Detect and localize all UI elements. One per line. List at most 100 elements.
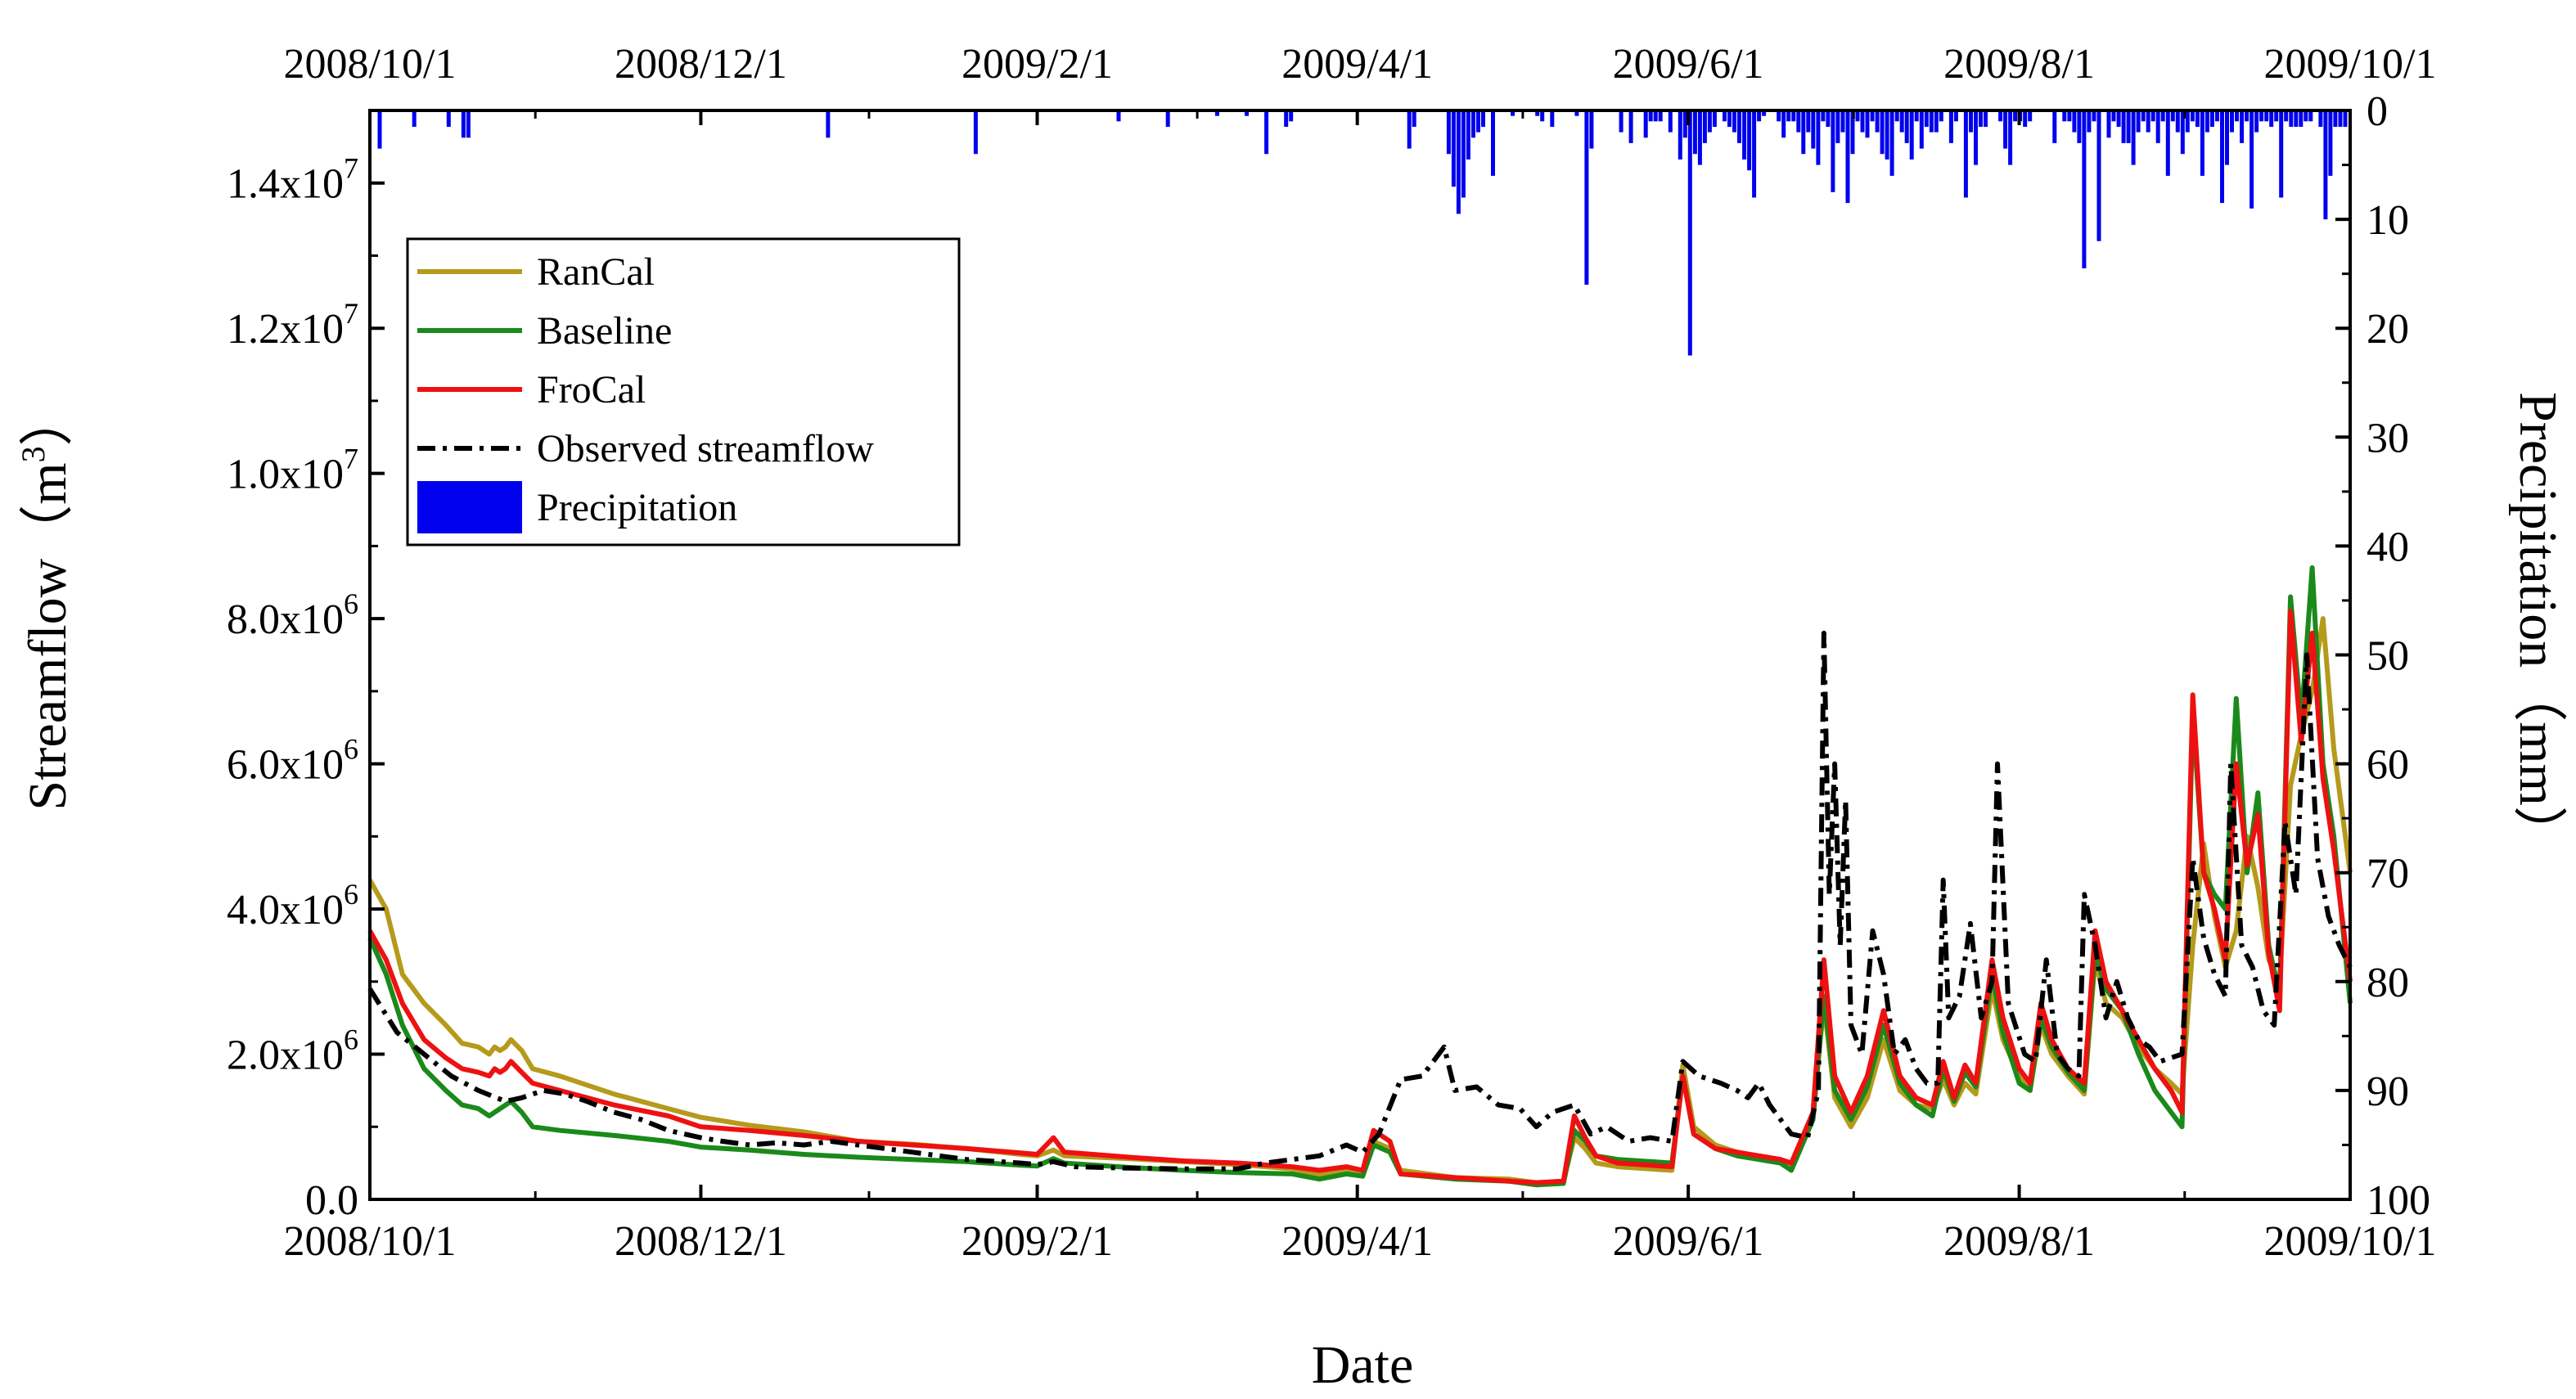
legend-label: RanCal bbox=[537, 250, 655, 294]
precipitation-bar bbox=[1682, 110, 1687, 138]
y-left-tick-label: 4.0x106 bbox=[227, 878, 358, 933]
precipitation-bar bbox=[1777, 110, 1781, 122]
precipitation-bar bbox=[446, 110, 451, 127]
y-left-tick-label: 6.0x106 bbox=[227, 733, 358, 789]
x-tick-label-top: 2009/8/1 bbox=[1943, 41, 2095, 88]
precipitation-bar bbox=[1643, 110, 1648, 138]
legend-swatch-precipitation bbox=[417, 481, 522, 533]
precipitation-bar bbox=[1284, 110, 1289, 127]
precipitation-bar bbox=[1860, 110, 1865, 133]
precipitation-bar bbox=[1214, 110, 1219, 116]
precipitation-bar bbox=[1969, 110, 1973, 133]
x-tick-label-bottom: 2009/10/1 bbox=[2264, 1218, 2437, 1265]
precipitation-bar bbox=[1948, 110, 1953, 143]
precipitation-bar bbox=[1855, 110, 1860, 122]
precipitation-bar bbox=[1511, 110, 1515, 116]
precipitation-bar bbox=[1924, 110, 1929, 127]
precipitation-bar bbox=[1540, 110, 1545, 122]
y-left-tick-label: 8.0x106 bbox=[227, 587, 358, 643]
precipitation-bar bbox=[1894, 110, 1899, 122]
legend: RanCal Baseline FroCal Observed streamflow P… bbox=[406, 237, 961, 547]
y-left-axis-title-superscript: 3 bbox=[15, 446, 52, 462]
precipitation-bar bbox=[2146, 110, 2150, 133]
precipitation-bar bbox=[1939, 110, 1943, 122]
precipitation-bar bbox=[2190, 110, 2195, 122]
precipitation-bar bbox=[461, 110, 466, 138]
precipitation-bar bbox=[1762, 110, 1767, 116]
x-tick-label-top: 2008/12/1 bbox=[615, 41, 787, 88]
precipitation-bar bbox=[1407, 110, 1412, 149]
precipitation-bar bbox=[1678, 110, 1682, 160]
axes: 2008/10/12008/10/12008/12/12008/12/12009… bbox=[227, 41, 2436, 1265]
precipitation-bar bbox=[1786, 110, 1791, 122]
y-right-tick-label: 70 bbox=[2367, 851, 2409, 897]
y-right-tick-label: 40 bbox=[2367, 524, 2409, 570]
precipitation-bar bbox=[2082, 110, 2087, 268]
series-line-rancal bbox=[367, 616, 2353, 1185]
precipitation-bar bbox=[2175, 110, 2180, 133]
precipitation-bar bbox=[1998, 110, 2003, 122]
precipitation-bar bbox=[1697, 110, 1702, 165]
precipitation-bar bbox=[1584, 110, 1589, 285]
precipitation-bar bbox=[1648, 110, 1653, 122]
precipitation-bar bbox=[1619, 110, 1624, 133]
x-tick-label-bottom: 2008/10/1 bbox=[284, 1218, 457, 1265]
precipitation-bar bbox=[2116, 110, 2121, 127]
precipitation-bar bbox=[2200, 110, 2204, 176]
precipitation-bar bbox=[2023, 110, 2028, 127]
precipitation-bar bbox=[2160, 110, 2165, 122]
precipitation-bar bbox=[2333, 110, 2338, 127]
precipitation-bar bbox=[2308, 110, 2313, 122]
precipitation-bar bbox=[1816, 110, 1821, 165]
precipitation-bar bbox=[2185, 110, 2190, 133]
precipitation-bar bbox=[1456, 110, 1461, 214]
precipitation-bar bbox=[1850, 110, 1855, 155]
precipitation-bar bbox=[1914, 110, 1919, 122]
precipitation-bar bbox=[1781, 110, 1786, 138]
precipitation-bar bbox=[1747, 110, 1752, 171]
y-left-tick-label: 0.0 bbox=[305, 1177, 358, 1224]
precipitation-bar bbox=[1471, 110, 1475, 138]
x-tick-label-bottom: 2008/12/1 bbox=[615, 1218, 787, 1265]
precipitation-bar bbox=[1412, 110, 1416, 127]
precipitation-bar bbox=[1974, 110, 1978, 165]
x-tick-label-top: 2009/6/1 bbox=[1613, 41, 1764, 88]
y-right-tick-label: 80 bbox=[2367, 960, 2409, 1006]
precipitation-bar bbox=[1934, 110, 1939, 133]
x-tick-label-top: 2009/2/1 bbox=[961, 41, 1113, 88]
precipitation-bar bbox=[2209, 110, 2214, 127]
precipitation-bar bbox=[1165, 110, 1170, 127]
precipitation-bar bbox=[1742, 110, 1747, 160]
precipitation-bar bbox=[2235, 110, 2239, 122]
precipitation-bar bbox=[2274, 110, 2279, 122]
y-right-tick-label: 20 bbox=[2367, 306, 2409, 353]
legend-label: Observed streamflow bbox=[537, 427, 874, 470]
precipitation-bar bbox=[1289, 110, 1294, 122]
precipitation-bar bbox=[2008, 110, 2013, 165]
precipitation-bar bbox=[2249, 110, 2254, 209]
precipitation-bar bbox=[2077, 110, 2082, 143]
precipitation-bar bbox=[1899, 110, 1904, 133]
precipitation-bar bbox=[2294, 110, 2299, 127]
precipitation-bar bbox=[2087, 110, 2092, 133]
precipitation-bar bbox=[412, 110, 417, 127]
precipitation-bar bbox=[1979, 110, 1983, 127]
precipitation-bar bbox=[2338, 110, 2343, 127]
precipitation-bar bbox=[1446, 110, 1451, 155]
precipitation-bar bbox=[1826, 110, 1831, 127]
precipitation-bar bbox=[2343, 110, 2348, 127]
precipitation-bar bbox=[1658, 110, 1663, 122]
precipitation-bar bbox=[2204, 110, 2209, 133]
precipitation-bar bbox=[2328, 110, 2333, 176]
precipitation-bar bbox=[2136, 110, 2141, 133]
precipitation-bar bbox=[2180, 110, 2185, 155]
precipitation-bar bbox=[1668, 110, 1673, 133]
precipitation-bar bbox=[1461, 110, 1466, 198]
y-right-tick-label: 60 bbox=[2367, 742, 2409, 789]
x-tick-label-top: 2009/4/1 bbox=[1281, 41, 1433, 88]
precipitation-bar bbox=[2259, 110, 2264, 122]
precipitation-bar bbox=[1712, 110, 1717, 127]
precipitation-bar bbox=[1791, 110, 1796, 122]
legend-label: FroCal bbox=[537, 368, 646, 412]
